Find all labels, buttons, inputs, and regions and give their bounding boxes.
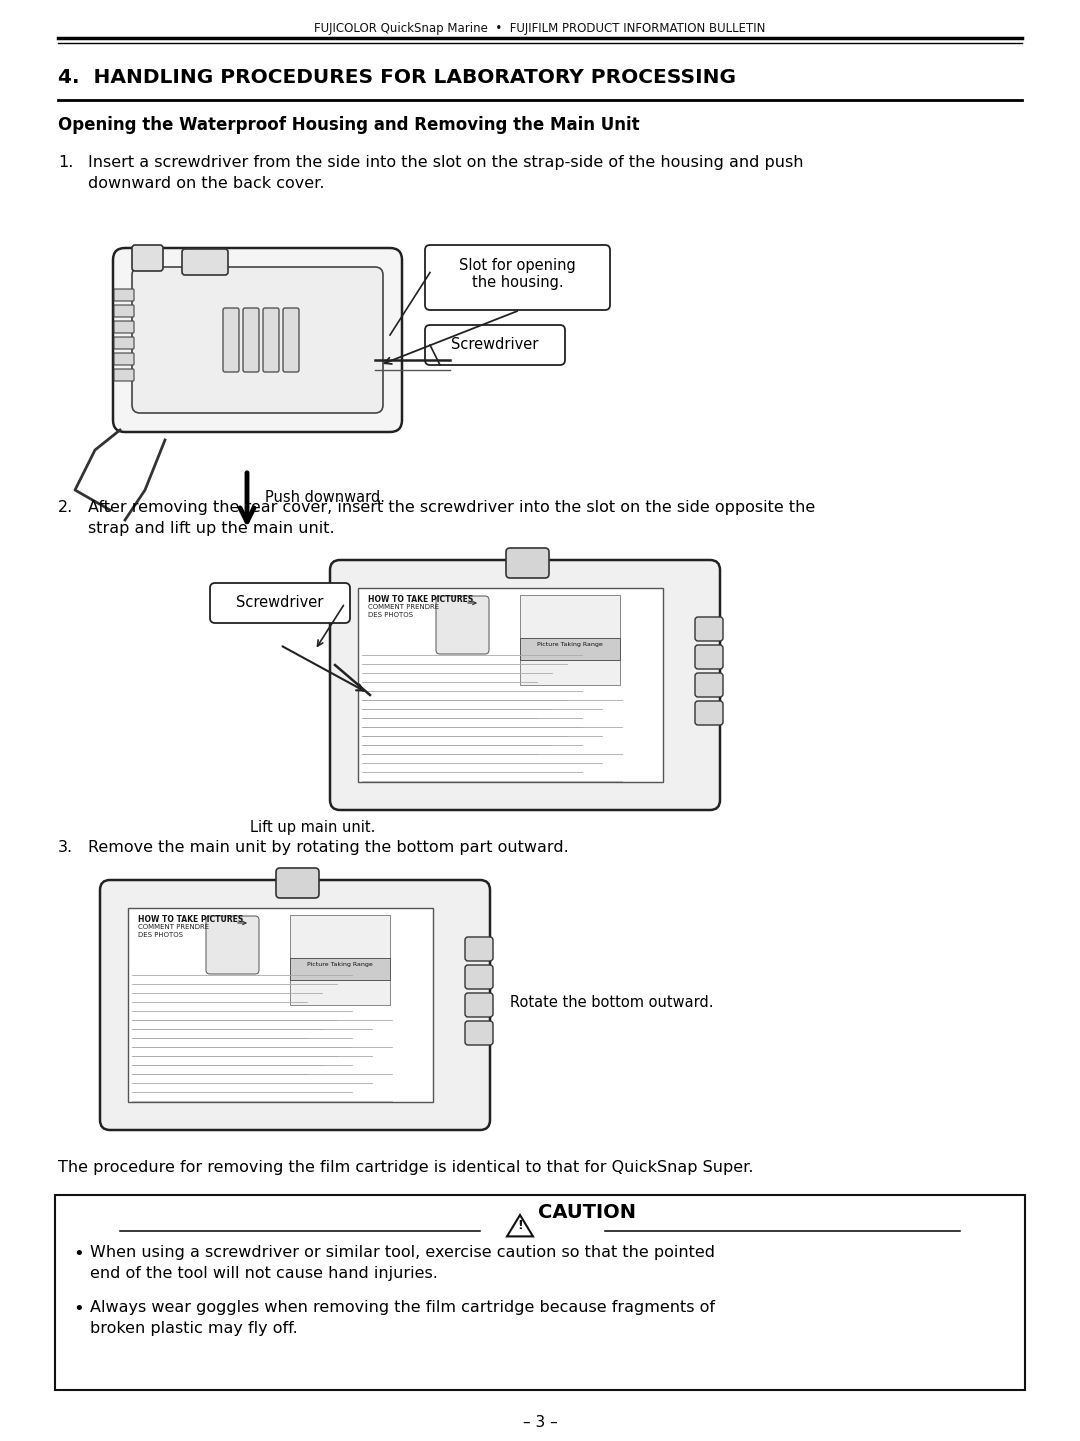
Text: Insert a screwdriver from the side into the slot on the strap-side of the housin: Insert a screwdriver from the side into … bbox=[87, 156, 804, 170]
Text: 2.: 2. bbox=[58, 500, 73, 514]
FancyBboxPatch shape bbox=[114, 337, 134, 349]
FancyBboxPatch shape bbox=[100, 880, 490, 1130]
FancyBboxPatch shape bbox=[696, 700, 723, 725]
Text: Rotate the bottom outward.: Rotate the bottom outward. bbox=[510, 994, 714, 1010]
Text: downward on the back cover.: downward on the back cover. bbox=[87, 176, 324, 192]
Text: Always wear goggles when removing the film cartridge because fragments of: Always wear goggles when removing the fi… bbox=[90, 1300, 715, 1316]
FancyBboxPatch shape bbox=[291, 958, 390, 980]
FancyBboxPatch shape bbox=[276, 867, 319, 898]
Text: HOW TO TAKE PICTURES: HOW TO TAKE PICTURES bbox=[368, 595, 473, 604]
FancyBboxPatch shape bbox=[222, 308, 239, 372]
Text: COMMENT PRENDRE: COMMENT PRENDRE bbox=[138, 924, 210, 929]
Text: HOW TO TAKE PICTURES: HOW TO TAKE PICTURES bbox=[138, 915, 243, 924]
FancyBboxPatch shape bbox=[114, 353, 134, 365]
Text: 1.: 1. bbox=[58, 156, 73, 170]
Text: Slot for opening
the housing.: Slot for opening the housing. bbox=[459, 258, 576, 291]
Text: After removing the rear cover, insert the screwdriver into the slot on the side : After removing the rear cover, insert th… bbox=[87, 500, 815, 514]
Text: broken plastic may fly off.: broken plastic may fly off. bbox=[90, 1321, 298, 1336]
Text: Push downward.: Push downward. bbox=[265, 490, 384, 504]
Text: When using a screwdriver or similar tool, exercise caution so that the pointed: When using a screwdriver or similar tool… bbox=[90, 1245, 715, 1259]
FancyBboxPatch shape bbox=[330, 561, 720, 810]
Text: Opening the Waterproof Housing and Removing the Main Unit: Opening the Waterproof Housing and Remov… bbox=[58, 115, 639, 134]
Text: CAUTION: CAUTION bbox=[538, 1203, 636, 1222]
Text: strap and lift up the main unit.: strap and lift up the main unit. bbox=[87, 522, 335, 536]
Text: Lift up main unit.: Lift up main unit. bbox=[249, 820, 376, 834]
Text: •: • bbox=[73, 1245, 84, 1262]
Text: DES PHOTOS: DES PHOTOS bbox=[138, 932, 183, 938]
FancyBboxPatch shape bbox=[291, 915, 390, 1004]
Text: DES PHOTOS: DES PHOTOS bbox=[368, 612, 413, 618]
FancyBboxPatch shape bbox=[696, 617, 723, 641]
FancyBboxPatch shape bbox=[465, 965, 492, 989]
FancyBboxPatch shape bbox=[436, 597, 489, 654]
FancyBboxPatch shape bbox=[132, 245, 163, 271]
FancyBboxPatch shape bbox=[264, 308, 279, 372]
FancyBboxPatch shape bbox=[55, 1195, 1025, 1391]
Text: •: • bbox=[73, 1300, 84, 1319]
FancyBboxPatch shape bbox=[132, 267, 383, 414]
FancyBboxPatch shape bbox=[129, 908, 433, 1102]
Text: Remove the main unit by rotating the bottom part outward.: Remove the main unit by rotating the bot… bbox=[87, 840, 569, 855]
Text: end of the tool will not cause hand injuries.: end of the tool will not cause hand inju… bbox=[90, 1267, 437, 1281]
FancyBboxPatch shape bbox=[426, 245, 610, 310]
FancyBboxPatch shape bbox=[465, 1022, 492, 1045]
FancyBboxPatch shape bbox=[114, 305, 134, 317]
FancyBboxPatch shape bbox=[114, 369, 134, 380]
FancyBboxPatch shape bbox=[426, 326, 565, 365]
Text: – 3 –: – 3 – bbox=[523, 1415, 557, 1429]
Text: Picture Taking Range: Picture Taking Range bbox=[537, 643, 603, 647]
Text: COMMENT PRENDRE: COMMENT PRENDRE bbox=[368, 604, 440, 610]
Text: Picture Taking Range: Picture Taking Range bbox=[307, 963, 373, 967]
Text: 3.: 3. bbox=[58, 840, 73, 855]
FancyBboxPatch shape bbox=[206, 916, 259, 974]
FancyBboxPatch shape bbox=[696, 646, 723, 669]
FancyBboxPatch shape bbox=[243, 308, 259, 372]
FancyBboxPatch shape bbox=[357, 588, 663, 782]
FancyBboxPatch shape bbox=[113, 248, 402, 432]
Text: !: ! bbox=[517, 1219, 523, 1232]
FancyBboxPatch shape bbox=[283, 308, 299, 372]
FancyBboxPatch shape bbox=[519, 595, 620, 684]
FancyBboxPatch shape bbox=[465, 937, 492, 961]
Text: 4.  HANDLING PROCEDURES FOR LABORATORY PROCESSING: 4. HANDLING PROCEDURES FOR LABORATORY PR… bbox=[58, 68, 735, 86]
FancyBboxPatch shape bbox=[465, 993, 492, 1017]
FancyBboxPatch shape bbox=[114, 290, 134, 301]
FancyBboxPatch shape bbox=[507, 548, 549, 578]
Text: Screwdriver: Screwdriver bbox=[237, 595, 324, 610]
FancyBboxPatch shape bbox=[519, 638, 620, 660]
Text: FUJICOLOR QuickSnap Marine  •  FUJIFILM PRODUCT INFORMATION BULLETIN: FUJICOLOR QuickSnap Marine • FUJIFILM PR… bbox=[314, 22, 766, 35]
Text: The procedure for removing the film cartridge is identical to that for QuickSnap: The procedure for removing the film cart… bbox=[58, 1160, 754, 1174]
FancyBboxPatch shape bbox=[696, 673, 723, 697]
FancyBboxPatch shape bbox=[210, 584, 350, 623]
FancyBboxPatch shape bbox=[114, 321, 134, 333]
FancyBboxPatch shape bbox=[183, 249, 228, 275]
Text: Screwdriver: Screwdriver bbox=[451, 337, 539, 352]
